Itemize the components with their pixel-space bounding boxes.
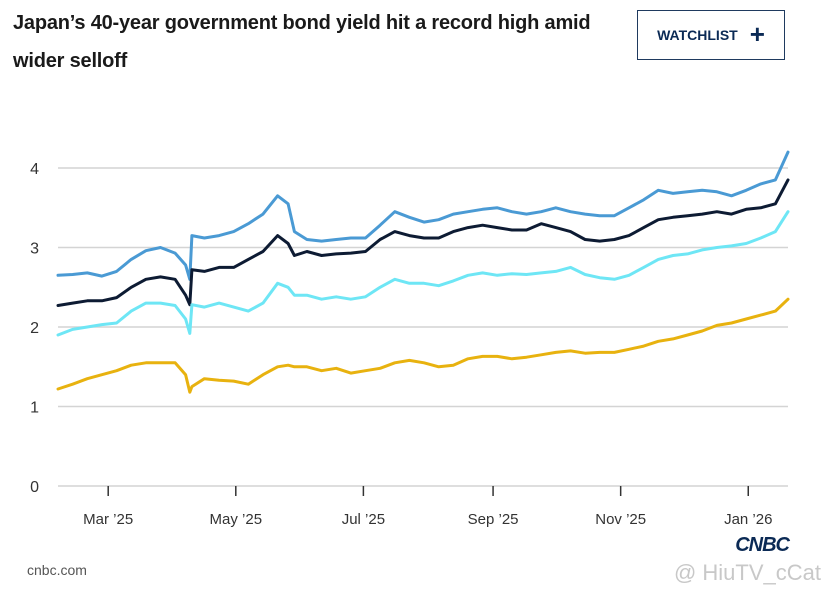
x-tick-label: Mar ’25 xyxy=(83,511,133,528)
series-line-20-year-jgb-yield xyxy=(56,210,790,337)
x-tick-label: Sep ’25 xyxy=(468,511,519,528)
x-axis: Mar ’25 May ’25 Jul ’25 Sep ’25 Nov ’25 Jan ’… xyxy=(83,486,772,528)
cnbc-logo: CNBC xyxy=(735,534,790,556)
source-label: cnbc.com xyxy=(27,562,87,578)
x-tick-label: May ’25 xyxy=(210,511,263,528)
series-line-40-year-jgb-yield xyxy=(56,150,790,281)
y-tick-label: 0 xyxy=(30,479,39,496)
y-tick-label: 1 xyxy=(30,400,39,417)
watchlist-button[interactable]: WATCHLIST + xyxy=(637,10,785,60)
grid-layer xyxy=(58,167,788,487)
watermark: @ HiuTV_cCat xyxy=(673,560,821,585)
y-tick-label: 3 xyxy=(30,241,39,258)
y-tick-label: 4 xyxy=(30,161,39,178)
plus-icon: + xyxy=(749,19,765,49)
y-tick-label: 2 xyxy=(30,320,39,337)
x-tick-label: Nov ’25 xyxy=(595,511,646,528)
watchlist-label: WATCHLIST xyxy=(657,27,738,43)
series-layer xyxy=(56,150,790,394)
series-line-10-year-jgb-yield xyxy=(56,297,790,394)
x-tick-label: Jan ’26 xyxy=(724,511,772,528)
x-tick-label: Jul ’25 xyxy=(342,511,385,528)
y-axis: 0 1 2 3 4 xyxy=(30,161,39,496)
series-line-30-year-jgb-yield xyxy=(56,178,790,307)
chart-title: Japan’s 40-year government bond yield hi… xyxy=(13,12,591,72)
